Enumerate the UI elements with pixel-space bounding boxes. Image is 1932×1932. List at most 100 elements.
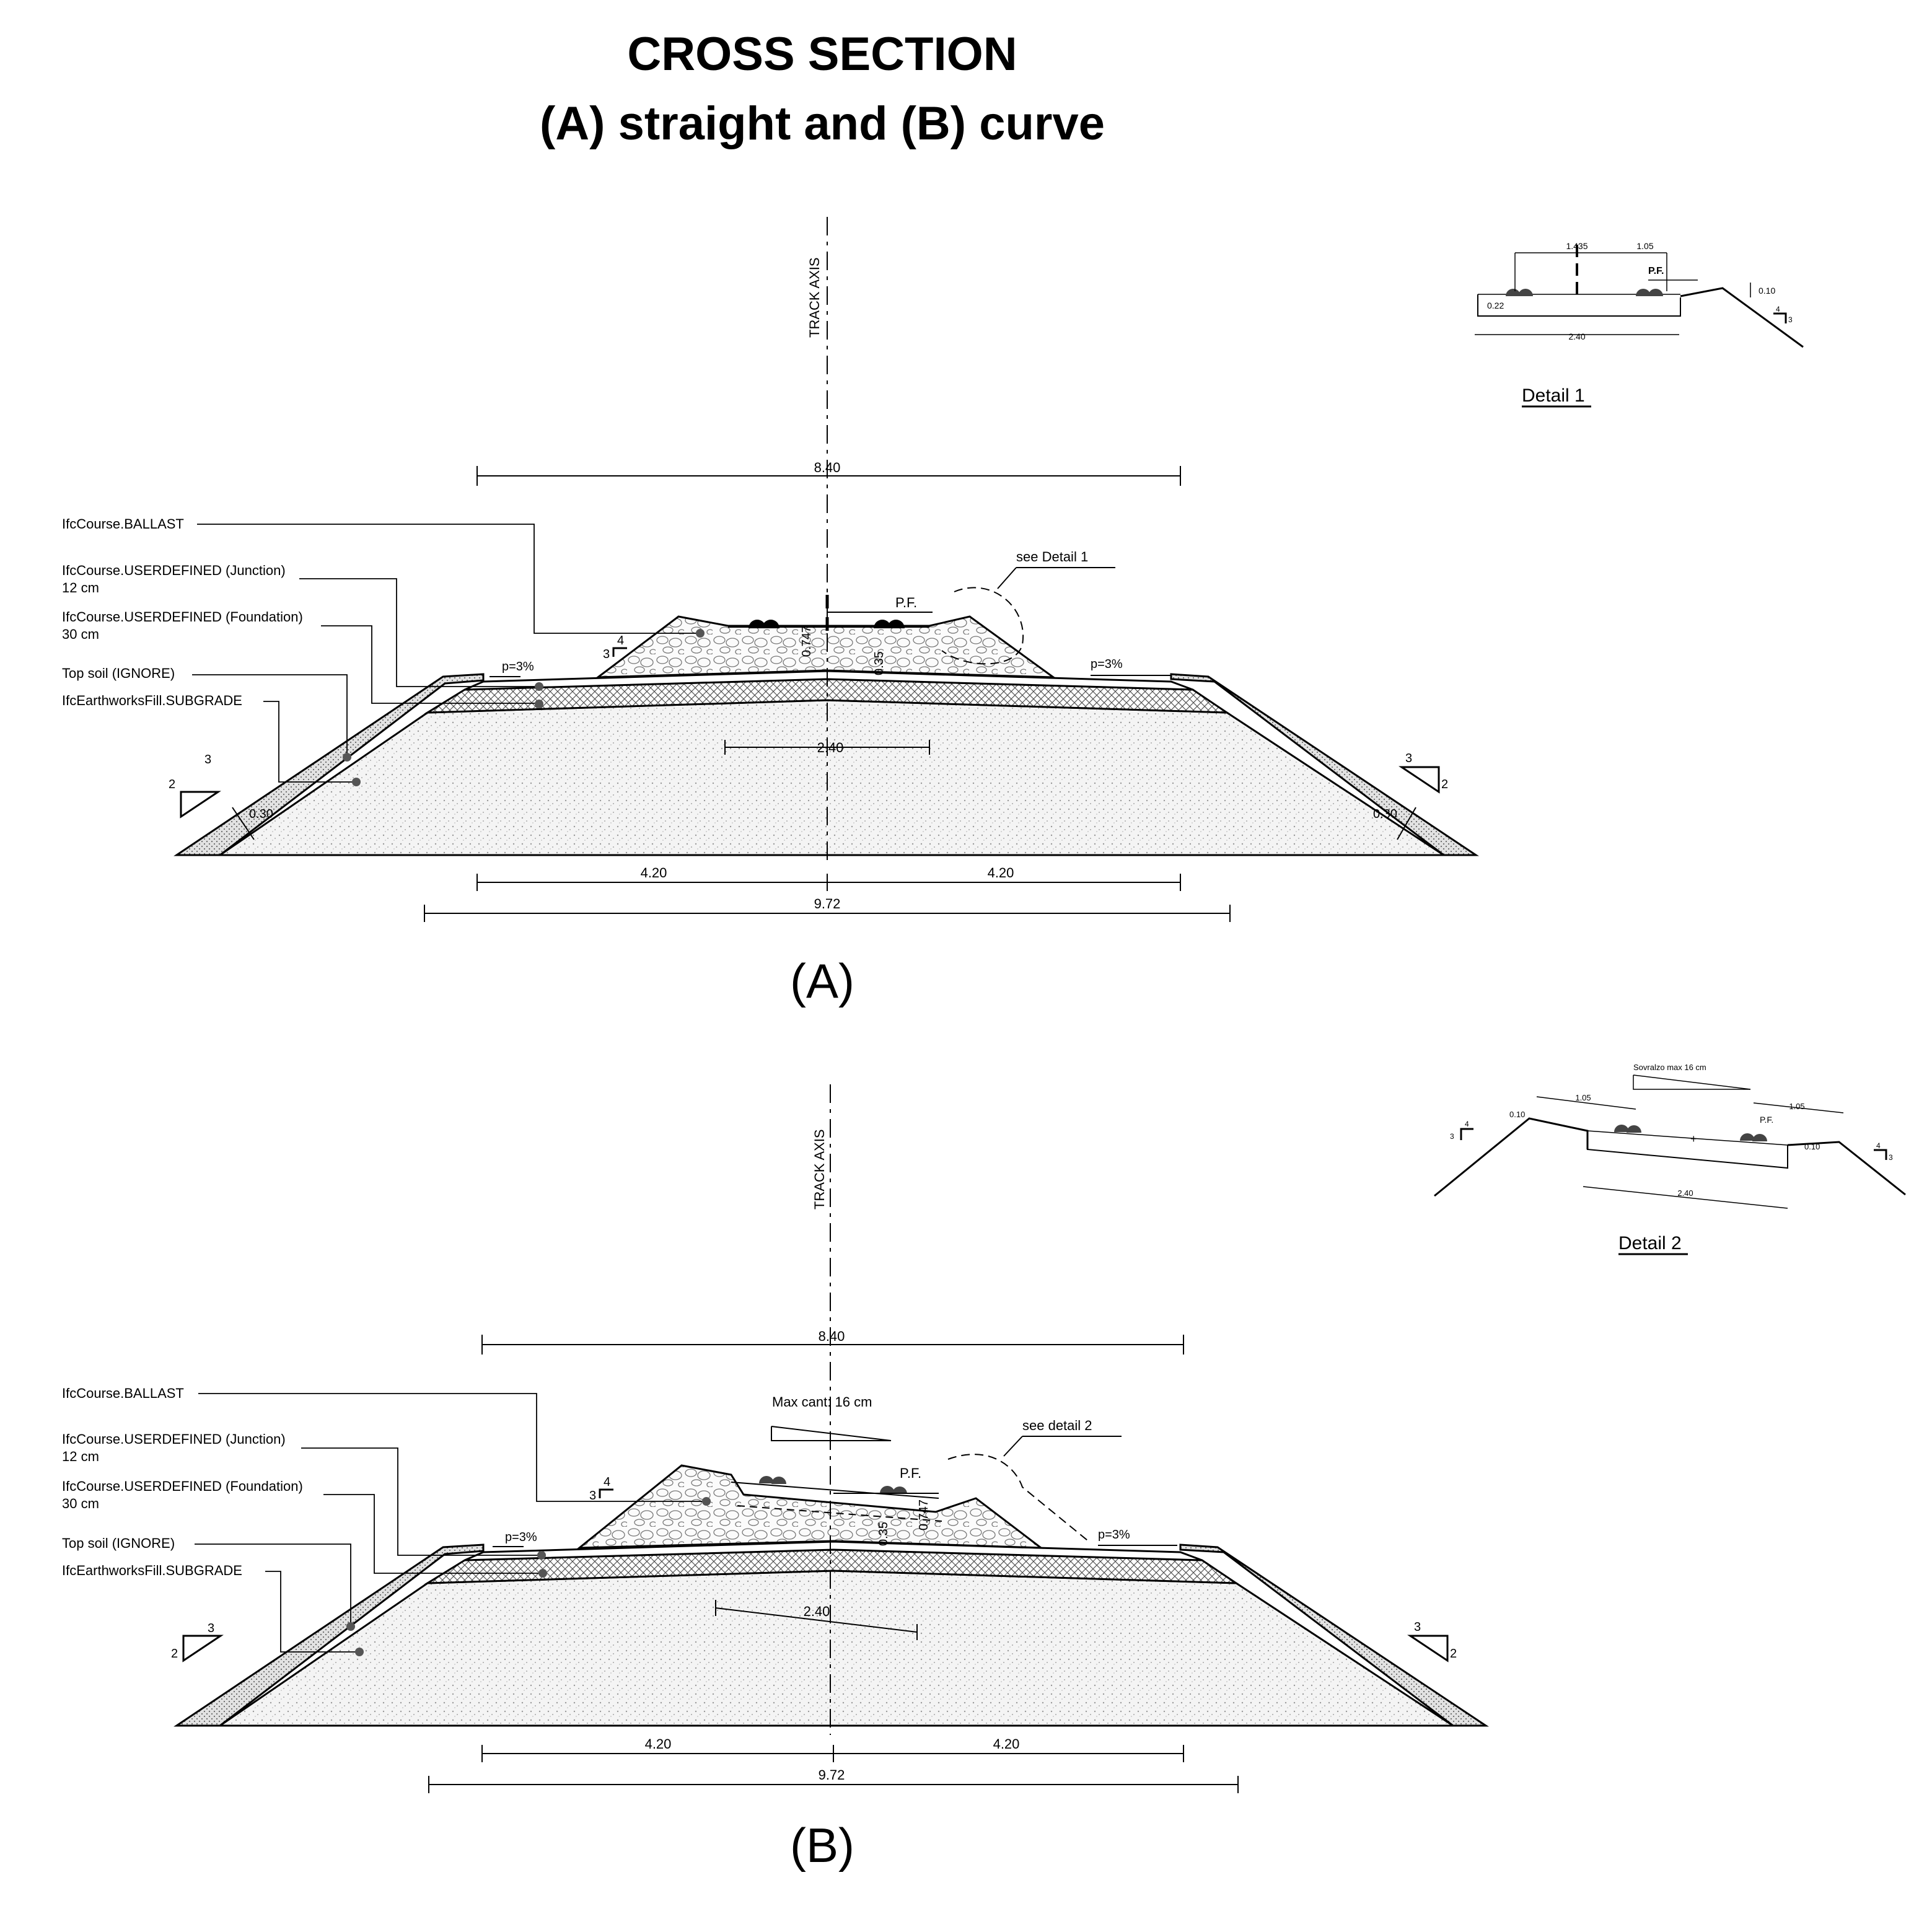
section-a: TRACK AXIS 8.40 2.40 0.747 0.35 p=3% p=3… xyxy=(62,217,1479,1008)
section-caption: (B) xyxy=(790,1818,854,1873)
detail-2: + Sovralzo max 16 cm 1.05 1.05 0.10 0.10… xyxy=(1434,1063,1906,1255)
layer-label-junction-thickness: 12 cm xyxy=(62,1449,99,1464)
detail-1-slope-h: 4 xyxy=(1776,305,1780,314)
detail-2-superelevation: Sovralzo max 16 cm xyxy=(1633,1063,1706,1072)
detail-2-slope-v-right: 3 xyxy=(1889,1153,1893,1162)
layer-label-foundation: IfcCourse.USERDEFINED (Foundation) xyxy=(62,1478,303,1494)
detail-2-dim-sleeper: 2.40 xyxy=(1677,1188,1693,1198)
dim-base-left: 4.20 xyxy=(645,1736,672,1752)
layer-label-ballast: IfcCourse.BALLAST xyxy=(62,516,184,532)
emb-slope-v-left: 2 xyxy=(171,1647,178,1661)
detail-2-slope-h-right: 4 xyxy=(1876,1141,1881,1150)
layer-label-topsoil: Top soil (IGNORE) xyxy=(62,1535,175,1551)
track-axis-label: TRACK AXIS xyxy=(807,257,822,338)
dim-base-total: 9.72 xyxy=(819,1767,845,1783)
detail-1-slope-v: 3 xyxy=(1788,315,1793,324)
dim-ballast-depth: 0.35 xyxy=(877,1522,890,1546)
dim-topsoil-right: 0.30 xyxy=(1373,807,1397,821)
emb-slope-h-right: 3 xyxy=(1405,752,1412,765)
detail-2-dim-side-right: 1.05 xyxy=(1789,1102,1804,1111)
dim-topsoil-left: 0.30 xyxy=(249,807,273,821)
ballast-slope-v: 3 xyxy=(603,648,610,661)
subgrade-fill xyxy=(217,1570,1457,1727)
junction-layer xyxy=(464,1540,1203,1561)
ballast-slope-v: 3 xyxy=(589,1489,596,1503)
detail-2-slope-h-left: 4 xyxy=(1465,1120,1469,1128)
layer-label-topsoil: Top soil (IGNORE) xyxy=(62,665,175,681)
dim-sleeper: 2.40 xyxy=(817,740,844,755)
dim-base-total: 9.72 xyxy=(814,896,841,911)
layer-labels: IfcCourse.BALLAST IfcCourse.USERDEFINED … xyxy=(62,516,705,786)
detail-1-dim-gauge: 1.435 xyxy=(1566,241,1587,251)
layer-label-junction-thickness: 12 cm xyxy=(62,580,99,595)
dim-depth: 0.747 xyxy=(917,1499,931,1530)
layer-label-foundation: IfcCourse.USERDEFINED (Foundation) xyxy=(62,609,303,625)
slope-right: p=3% xyxy=(1098,1528,1130,1542)
detail-1: 1.435 1.05 P.F. 0.10 0.22 2.40 4 3 Detai… xyxy=(1475,241,1804,408)
track-axis-label: TRACK AXIS xyxy=(812,1129,827,1210)
ballast-slope-h: 4 xyxy=(604,1475,610,1489)
see-detail-label: see Detail 1 xyxy=(1016,549,1088,564)
ballast-fill xyxy=(576,1464,1044,1549)
subgrade-fill xyxy=(217,699,1447,856)
detail-1-dim-sleeper: 2.40 xyxy=(1568,332,1585,341)
rail-icon xyxy=(749,620,905,628)
title-line-2: (A) straight and (B) curve xyxy=(540,97,1105,150)
dim-sleeper: 2.40 xyxy=(804,1604,830,1619)
topsoil-right xyxy=(1179,1543,1489,1727)
see-detail-label: see detail 2 xyxy=(1022,1418,1092,1433)
layer-label-foundation-thickness: 30 cm xyxy=(62,1496,99,1511)
dim-depth: 0.747 xyxy=(800,626,814,657)
topsoil-right xyxy=(1170,673,1479,856)
layer-label-subgrade: IfcEarthworksFill.SUBGRADE xyxy=(62,1563,242,1578)
detail-1-dim-height: 0.10 xyxy=(1759,286,1775,296)
emb-slope-h-left: 3 xyxy=(204,753,211,766)
detail-2-slope-v-left: 3 xyxy=(1450,1132,1454,1141)
slope-triangle-left xyxy=(182,1635,224,1662)
detail-1-dim-side: 1.05 xyxy=(1636,241,1653,251)
detail-2-dim-height-right: 0.10 xyxy=(1804,1142,1820,1151)
dim-base-left: 4.20 xyxy=(641,865,667,880)
slope-triangle-right xyxy=(1399,766,1440,794)
detail-2-pf: P.F. xyxy=(1760,1115,1773,1125)
detail-2-dim-height-left: 0.10 xyxy=(1509,1110,1525,1119)
dim-top-width: 8.40 xyxy=(819,1328,845,1344)
emb-slope-v-left: 2 xyxy=(169,778,175,791)
emb-slope-v-right: 2 xyxy=(1450,1647,1457,1661)
layer-label-subgrade: IfcEarthworksFill.SUBGRADE xyxy=(62,693,242,708)
emb-slope-v-right: 2 xyxy=(1441,778,1448,791)
pf-label: P.F. xyxy=(900,1465,921,1481)
sleeper-line xyxy=(731,1482,939,1499)
detail-2-dim-side-left: 1.05 xyxy=(1575,1093,1591,1102)
dim-ballast-depth: 0.35 xyxy=(872,651,886,675)
section-b: TRACK AXIS Max cant: 16 cm 8.40 2.40 0.7… xyxy=(62,1084,1489,1873)
dim-top-width: 8.40 xyxy=(814,460,841,475)
slope-triangle-left xyxy=(180,791,221,819)
layer-labels: IfcCourse.BALLAST IfcCourse.USERDEFINED … xyxy=(62,1385,711,1656)
slope-left: p=3% xyxy=(505,1530,537,1544)
center-mark-icon: + xyxy=(1690,1133,1697,1145)
layer-label-foundation-thickness: 30 cm xyxy=(62,626,99,642)
pf-label: P.F. xyxy=(895,595,917,610)
detail-1-caption: Detail 1 xyxy=(1522,385,1585,406)
max-cant-label: Max cant: 16 cm xyxy=(772,1394,872,1410)
section-caption: (A) xyxy=(790,954,854,1008)
dim-base-right: 4.20 xyxy=(988,865,1014,880)
emb-slope-h-left: 3 xyxy=(208,1622,214,1635)
layer-label-junction: IfcCourse.USERDEFINED (Junction) xyxy=(62,563,286,578)
detail-2-caption: Detail 2 xyxy=(1618,1233,1682,1254)
detail-1-pf: P.F. xyxy=(1648,266,1664,276)
topsoil-left xyxy=(173,673,485,856)
ballast-slope-h: 4 xyxy=(617,634,624,648)
title-line-1: CROSS SECTION xyxy=(627,28,1017,81)
layer-label-junction: IfcCourse.USERDEFINED (Junction) xyxy=(62,1431,286,1447)
dim-base-right: 4.20 xyxy=(993,1736,1020,1752)
slope-triangle-right xyxy=(1407,1635,1449,1662)
emb-slope-h-right: 3 xyxy=(1414,1620,1421,1634)
slope-left: p=3% xyxy=(502,660,534,674)
rail-icon xyxy=(759,1476,907,1494)
topsoil-left xyxy=(173,1543,485,1727)
layer-label-ballast: IfcCourse.BALLAST xyxy=(62,1385,184,1401)
detail-1-dim-sleeper-depth: 0.22 xyxy=(1487,301,1504,310)
